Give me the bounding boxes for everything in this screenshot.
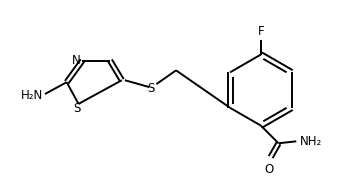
Text: S: S (73, 102, 80, 115)
Text: F: F (257, 25, 264, 38)
Text: N: N (72, 54, 81, 67)
Text: S: S (148, 82, 155, 95)
Text: O: O (264, 163, 273, 176)
Text: NH₂: NH₂ (300, 135, 323, 148)
Text: H₂N: H₂N (21, 89, 43, 102)
